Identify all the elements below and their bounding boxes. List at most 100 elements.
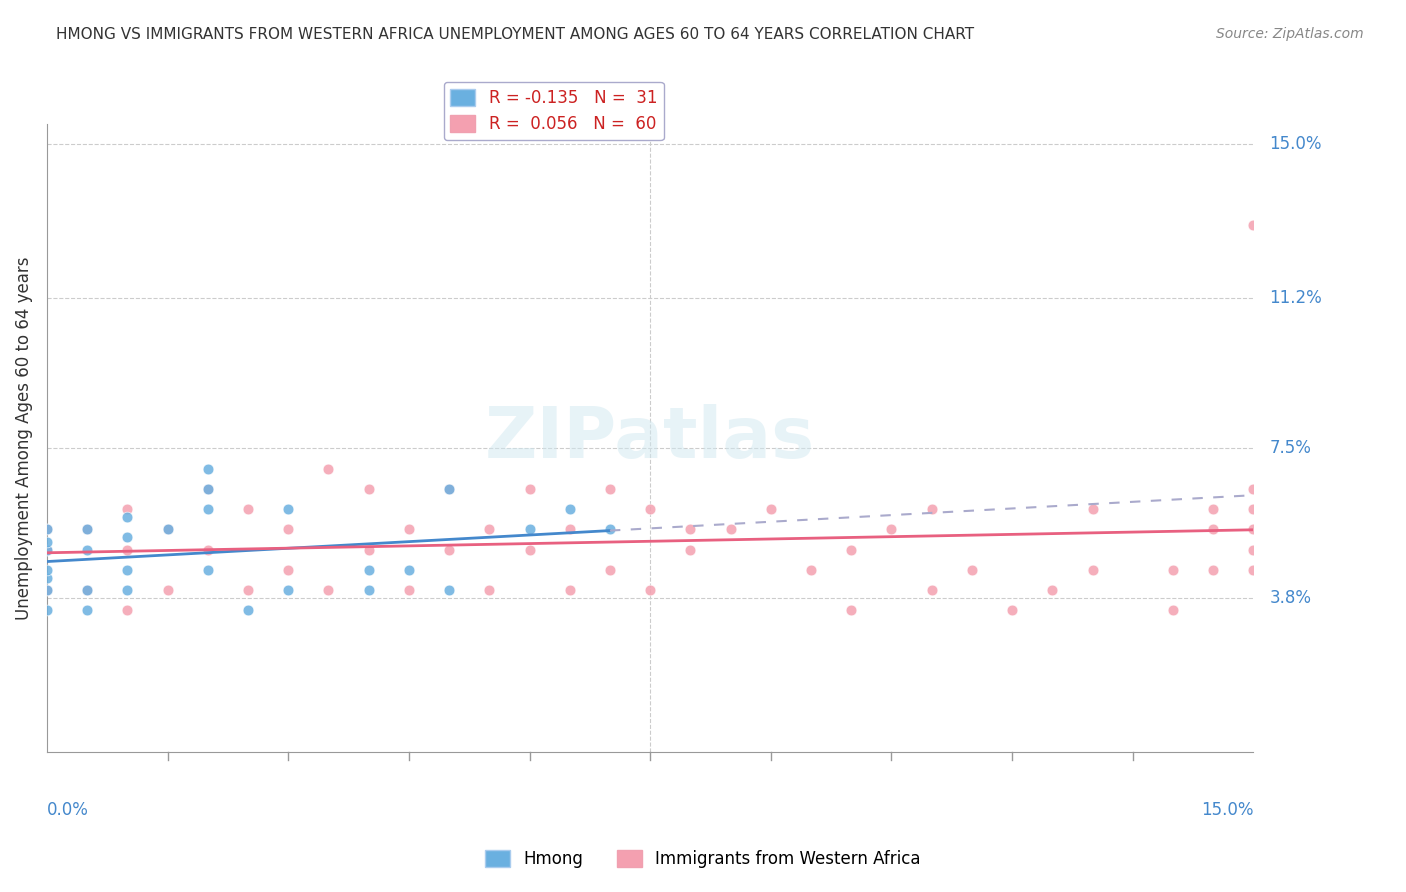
Point bbox=[357, 482, 380, 496]
Text: 11.2%: 11.2% bbox=[1270, 289, 1322, 308]
Point bbox=[478, 522, 501, 536]
Point bbox=[921, 502, 943, 516]
Point bbox=[318, 583, 340, 598]
Point bbox=[76, 603, 98, 617]
Point bbox=[519, 482, 541, 496]
Point bbox=[76, 522, 98, 536]
Legend: Hmong, Immigrants from Western Africa: Hmong, Immigrants from Western Africa bbox=[478, 843, 928, 875]
Y-axis label: Unemployment Among Ages 60 to 64 years: Unemployment Among Ages 60 to 64 years bbox=[15, 256, 32, 620]
Text: 3.8%: 3.8% bbox=[1270, 590, 1312, 607]
Point bbox=[960, 563, 983, 577]
Point bbox=[117, 563, 139, 577]
Point bbox=[839, 542, 862, 557]
Point bbox=[720, 522, 742, 536]
Point bbox=[197, 563, 219, 577]
Text: ZIPatlas: ZIPatlas bbox=[485, 404, 815, 473]
Text: 0.0%: 0.0% bbox=[46, 801, 89, 819]
Point bbox=[35, 563, 58, 577]
Point bbox=[1241, 522, 1264, 536]
Point bbox=[558, 502, 581, 516]
Point bbox=[35, 583, 58, 598]
Point bbox=[638, 583, 661, 598]
Point bbox=[880, 522, 903, 536]
Point bbox=[1241, 482, 1264, 496]
Point bbox=[76, 583, 98, 598]
Point bbox=[1241, 219, 1264, 233]
Point bbox=[1161, 563, 1184, 577]
Point bbox=[117, 542, 139, 557]
Point bbox=[1241, 542, 1264, 557]
Point bbox=[1081, 563, 1104, 577]
Point bbox=[277, 583, 299, 598]
Point bbox=[357, 542, 380, 557]
Point bbox=[35, 522, 58, 536]
Point bbox=[437, 482, 460, 496]
Point bbox=[478, 583, 501, 598]
Text: 15.0%: 15.0% bbox=[1201, 801, 1253, 819]
Point bbox=[277, 502, 299, 516]
Point bbox=[1202, 563, 1225, 577]
Point bbox=[437, 542, 460, 557]
Text: HMONG VS IMMIGRANTS FROM WESTERN AFRICA UNEMPLOYMENT AMONG AGES 60 TO 64 YEARS C: HMONG VS IMMIGRANTS FROM WESTERN AFRICA … bbox=[56, 27, 974, 42]
Point bbox=[1081, 502, 1104, 516]
Point bbox=[277, 563, 299, 577]
Point bbox=[679, 542, 702, 557]
Point bbox=[398, 583, 420, 598]
Point bbox=[638, 502, 661, 516]
Point bbox=[35, 583, 58, 598]
Point bbox=[76, 522, 98, 536]
Point bbox=[839, 603, 862, 617]
Point bbox=[599, 563, 621, 577]
Point bbox=[759, 502, 782, 516]
Legend: R = -0.135   N =  31, R =  0.056   N =  60: R = -0.135 N = 31, R = 0.056 N = 60 bbox=[443, 82, 664, 140]
Point bbox=[800, 563, 823, 577]
Point bbox=[35, 542, 58, 557]
Point bbox=[1241, 502, 1264, 516]
Point bbox=[117, 510, 139, 524]
Point bbox=[197, 482, 219, 496]
Point bbox=[437, 482, 460, 496]
Point bbox=[398, 563, 420, 577]
Point bbox=[437, 583, 460, 598]
Point bbox=[117, 603, 139, 617]
Point bbox=[318, 461, 340, 475]
Point bbox=[156, 522, 179, 536]
Point bbox=[197, 482, 219, 496]
Point bbox=[1202, 522, 1225, 536]
Point bbox=[599, 522, 621, 536]
Point bbox=[76, 542, 98, 557]
Point bbox=[398, 522, 420, 536]
Point bbox=[156, 583, 179, 598]
Point bbox=[76, 583, 98, 598]
Point bbox=[357, 583, 380, 598]
Point bbox=[197, 461, 219, 475]
Text: Source: ZipAtlas.com: Source: ZipAtlas.com bbox=[1216, 27, 1364, 41]
Point bbox=[1202, 502, 1225, 516]
Point bbox=[117, 583, 139, 598]
Point bbox=[921, 583, 943, 598]
Point bbox=[236, 502, 259, 516]
Point bbox=[197, 502, 219, 516]
Point bbox=[156, 522, 179, 536]
Point bbox=[679, 522, 702, 536]
Point bbox=[197, 542, 219, 557]
Point bbox=[1161, 603, 1184, 617]
Point bbox=[117, 531, 139, 545]
Point bbox=[599, 482, 621, 496]
Text: 7.5%: 7.5% bbox=[1270, 440, 1312, 458]
Point bbox=[1040, 583, 1063, 598]
Point bbox=[1241, 563, 1264, 577]
Point bbox=[35, 603, 58, 617]
Point bbox=[35, 522, 58, 536]
Point bbox=[519, 522, 541, 536]
Point bbox=[236, 603, 259, 617]
Point bbox=[1001, 603, 1024, 617]
Point bbox=[35, 571, 58, 585]
Point bbox=[35, 534, 58, 549]
Point bbox=[277, 522, 299, 536]
Point bbox=[357, 563, 380, 577]
Text: 15.0%: 15.0% bbox=[1270, 136, 1322, 153]
Point bbox=[558, 522, 581, 536]
Point bbox=[519, 542, 541, 557]
Point bbox=[236, 583, 259, 598]
